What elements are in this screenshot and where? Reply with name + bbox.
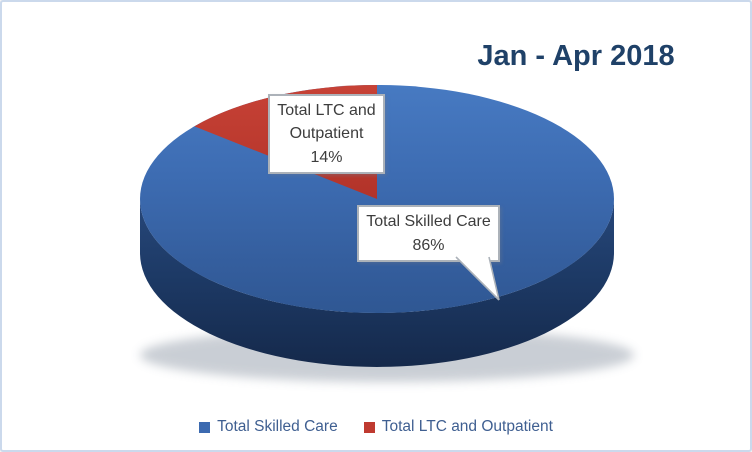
callout-value-label: 14%: [310, 148, 343, 166]
legend-swatch-red-icon: [363, 421, 375, 433]
chart-legend: Total Skilled Care Total LTC and Outpati…: [2, 418, 750, 436]
legend-swatch-blue-icon: [199, 421, 211, 433]
callout-value-label: 86%: [412, 236, 445, 254]
legend-label: Total LTC and Outpatient: [381, 418, 553, 435]
callout-tail-pointer: [455, 256, 500, 301]
data-label-callout-skilled: Total Skilled Care 86%: [357, 205, 500, 301]
legend-item-skilled-care: Total Skilled Care: [199, 418, 338, 436]
data-label-callout-ltc: Total LTC and Outpatient 14%: [268, 94, 385, 174]
chart-title: Jan - Apr 2018: [477, 40, 675, 72]
legend-item-ltc-outpatient: Total LTC and Outpatient: [363, 418, 553, 436]
legend-label: Total Skilled Care: [217, 418, 338, 435]
callout-category-label: Total Skilled Care: [366, 213, 491, 231]
callout-category-label: Total LTC and Outpatient: [277, 102, 376, 143]
